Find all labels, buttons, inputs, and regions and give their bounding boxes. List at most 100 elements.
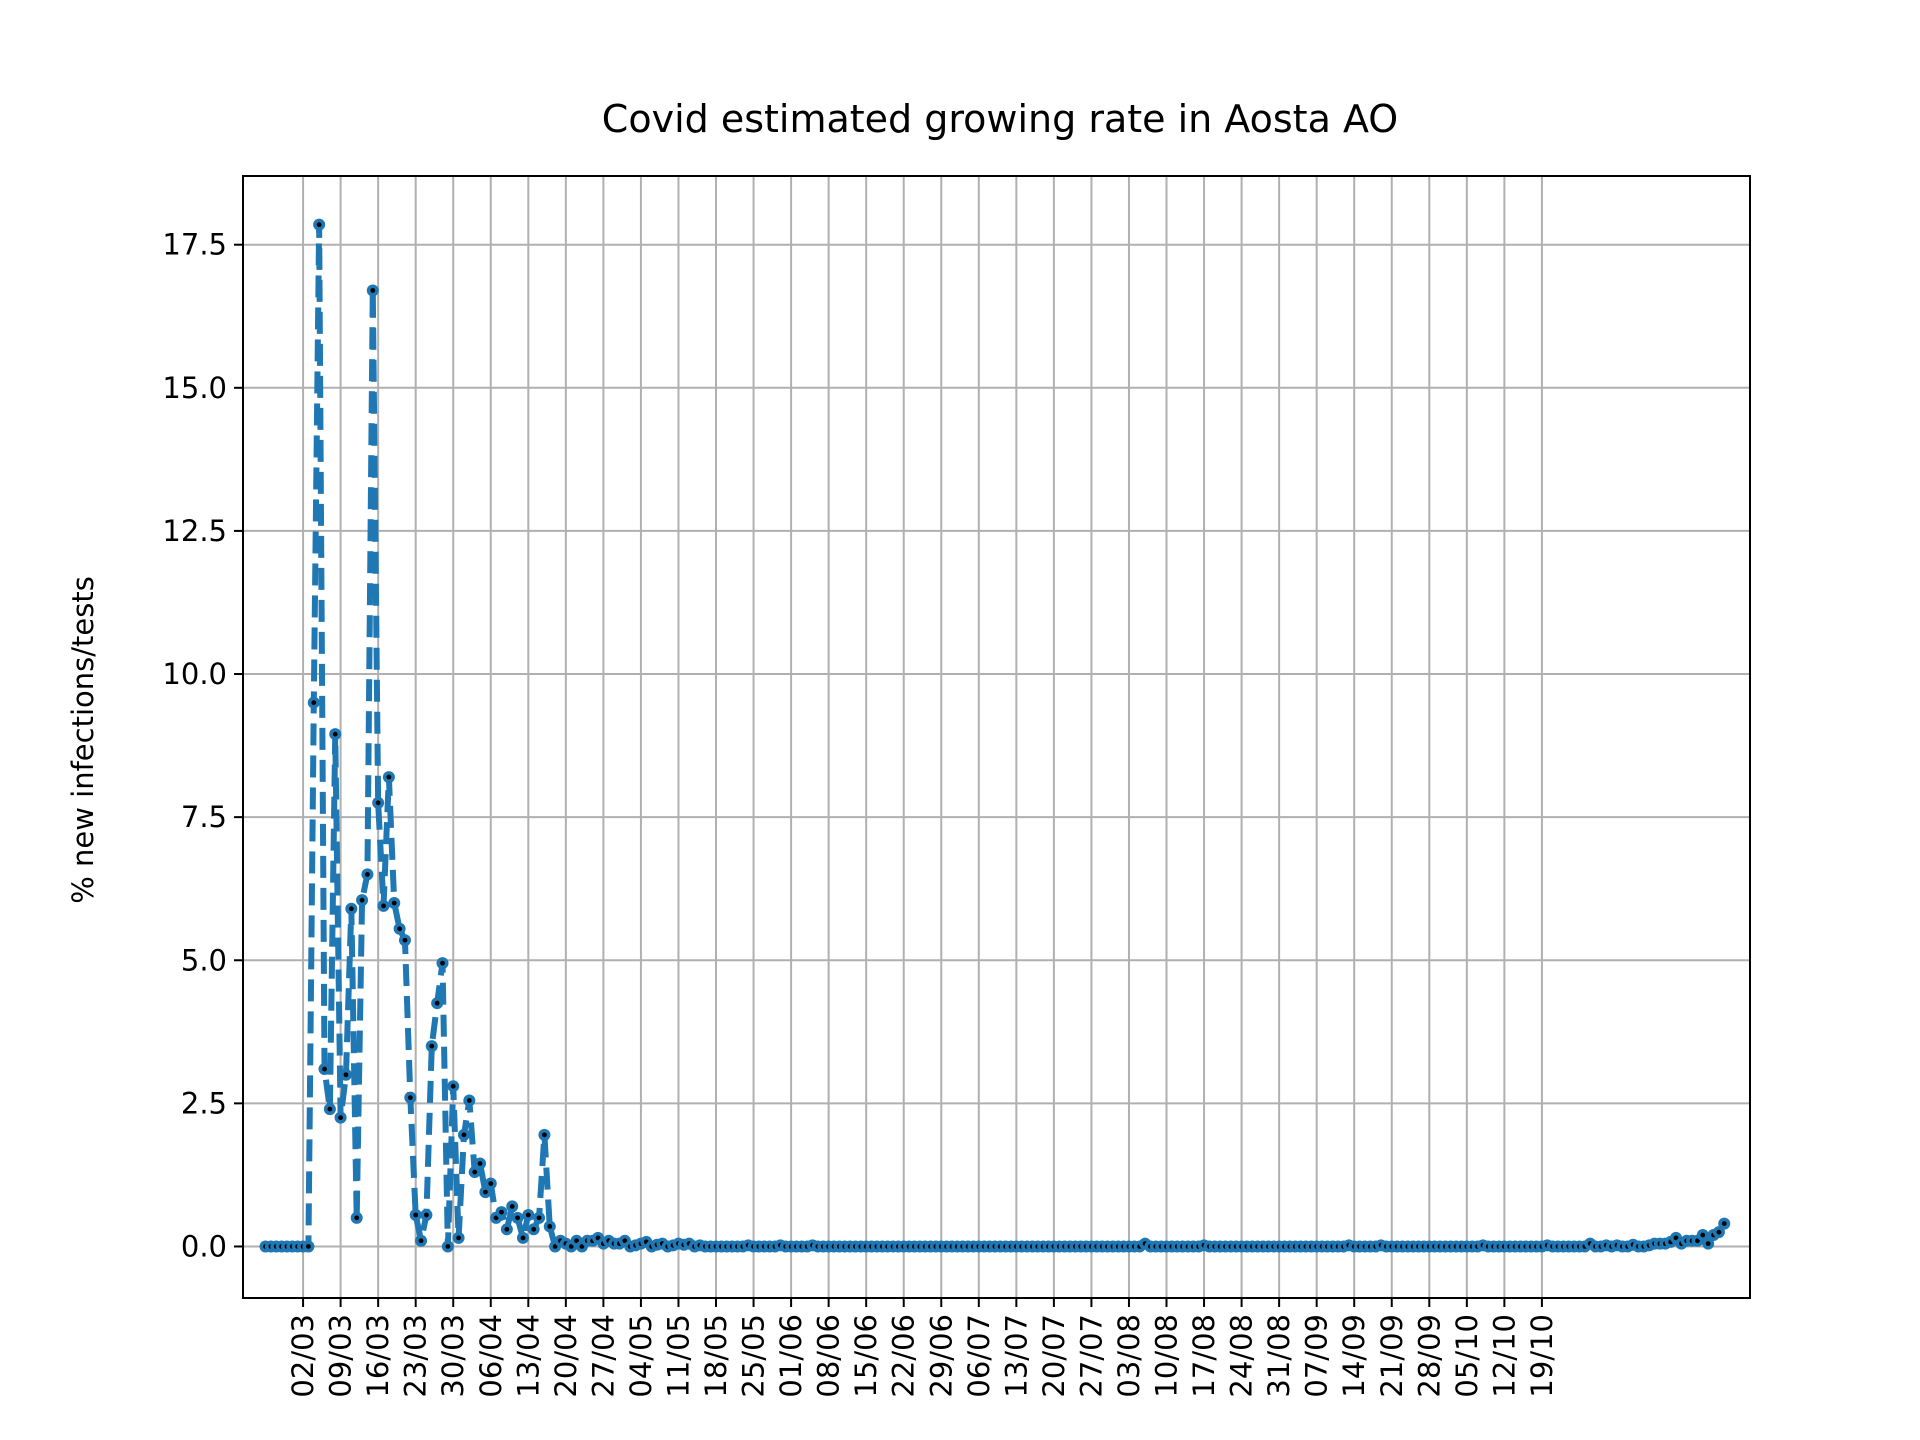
data-point	[339, 1068, 352, 1081]
data-point	[543, 1220, 556, 1233]
data-point	[1718, 1217, 1731, 1230]
x-tick-label: 21/09	[1375, 1314, 1409, 1398]
data-point	[436, 957, 449, 970]
data-point	[393, 922, 406, 935]
data-point	[479, 1186, 492, 1199]
chart-title: Covid estimated growing rate in Aosta AO	[602, 97, 1398, 141]
x-tick-label: 30/03	[436, 1314, 470, 1398]
data-point	[533, 1211, 546, 1224]
data-point	[474, 1157, 487, 1170]
x-tick-label: 09/03	[324, 1314, 358, 1398]
data-point	[307, 696, 320, 709]
x-tick-label: 03/08	[1112, 1314, 1146, 1398]
data-point	[468, 1166, 481, 1179]
y-tick-label: 10.0	[162, 657, 227, 691]
data-point	[1696, 1229, 1709, 1242]
data-point	[323, 1103, 336, 1116]
data-point	[420, 1208, 433, 1221]
data-point	[447, 1080, 460, 1093]
data-point	[527, 1223, 540, 1236]
x-tick-label: 24/08	[1225, 1314, 1259, 1398]
data-point	[1712, 1226, 1725, 1239]
x-tick-label: 28/09	[1412, 1314, 1446, 1398]
x-tick-label: 12/10	[1487, 1314, 1521, 1398]
x-tick-label: 01/06	[774, 1314, 808, 1398]
data-point	[431, 997, 444, 1010]
y-tick-label: 5.0	[181, 943, 227, 977]
data-point	[495, 1206, 508, 1219]
x-tick-label: 13/07	[999, 1314, 1033, 1398]
x-tick-label: 19/10	[1525, 1314, 1559, 1398]
x-tick-label: 10/08	[1150, 1314, 1184, 1398]
data-point	[318, 1063, 331, 1076]
data-point	[372, 796, 385, 809]
data-point	[452, 1231, 465, 1244]
x-tick-label: 29/06	[924, 1314, 958, 1398]
x-tick-label: 04/05	[624, 1314, 658, 1398]
data-point	[377, 899, 390, 912]
data-point	[1702, 1237, 1715, 1250]
data-point	[361, 868, 374, 881]
data-point	[356, 894, 369, 907]
y-tick-label: 7.5	[181, 800, 227, 834]
data-point	[409, 1208, 422, 1221]
x-axis-ticks: 02/03 09/03 16/03 23/03 30/03 06/04 13/04 20/04…	[286, 1298, 1559, 1398]
x-tick-label: 31/08	[1262, 1314, 1296, 1398]
data-point	[345, 902, 358, 915]
y-tick-label: 2.5	[181, 1086, 227, 1120]
x-tick-label: 15/06	[849, 1314, 883, 1398]
y-axis-label: % new infections/tests	[66, 576, 100, 904]
x-tick-label: 20/04	[549, 1314, 583, 1398]
y-tick-label: 17.5	[162, 228, 227, 262]
x-tick-label: 27/04	[586, 1314, 620, 1398]
data-point	[404, 1091, 417, 1104]
x-tick-label: 14/09	[1337, 1314, 1371, 1398]
x-tick-label: 20/07	[1037, 1314, 1071, 1398]
x-tick-label: 05/10	[1450, 1314, 1484, 1398]
data-point	[334, 1111, 347, 1124]
data-point	[522, 1208, 535, 1221]
data-point	[511, 1211, 524, 1224]
data-point	[350, 1211, 363, 1224]
x-tick-label: 08/06	[812, 1314, 846, 1398]
data-point	[457, 1128, 470, 1141]
series-markers	[259, 218, 1731, 1253]
data-point	[398, 934, 411, 947]
data-point	[313, 218, 326, 231]
x-tick-label: 06/07	[962, 1314, 996, 1398]
plot-area-frame	[242, 175, 1751, 1299]
x-tick-label: 16/03	[361, 1314, 395, 1398]
x-tick-label: 06/04	[474, 1314, 508, 1398]
x-tick-label: 02/03	[286, 1314, 320, 1398]
data-point	[506, 1200, 519, 1213]
y-tick-label: 15.0	[162, 371, 227, 405]
y-tick-label: 12.5	[162, 514, 227, 548]
y-tick-label: 0.0	[181, 1229, 227, 1263]
y-axis-ticks: 0.0 2.5 5.0 7.5 10.0 12.5 15.0 17.5	[162, 228, 243, 1263]
data-point	[415, 1234, 428, 1247]
data-point	[302, 1240, 315, 1253]
grid	[243, 176, 1750, 1298]
x-tick-label: 13/04	[511, 1314, 545, 1398]
data-point	[388, 897, 401, 910]
data-point	[425, 1040, 438, 1053]
data-point	[500, 1223, 513, 1236]
data-point	[366, 284, 379, 297]
x-tick-label: 25/05	[737, 1314, 771, 1398]
x-tick-label: 22/06	[887, 1314, 921, 1398]
x-tick-label: 07/09	[1300, 1314, 1334, 1398]
data-point	[484, 1177, 497, 1190]
x-tick-label: 17/08	[1187, 1314, 1221, 1398]
data-point	[463, 1094, 476, 1107]
x-tick-label: 27/07	[1074, 1314, 1108, 1398]
x-tick-label: 18/05	[699, 1314, 733, 1398]
data-point	[538, 1128, 551, 1141]
data-point	[382, 771, 395, 784]
data-point	[329, 728, 342, 741]
x-tick-label: 11/05	[661, 1314, 695, 1398]
x-tick-label: 23/03	[399, 1314, 433, 1398]
data-point	[441, 1240, 454, 1253]
data-point	[516, 1231, 529, 1244]
